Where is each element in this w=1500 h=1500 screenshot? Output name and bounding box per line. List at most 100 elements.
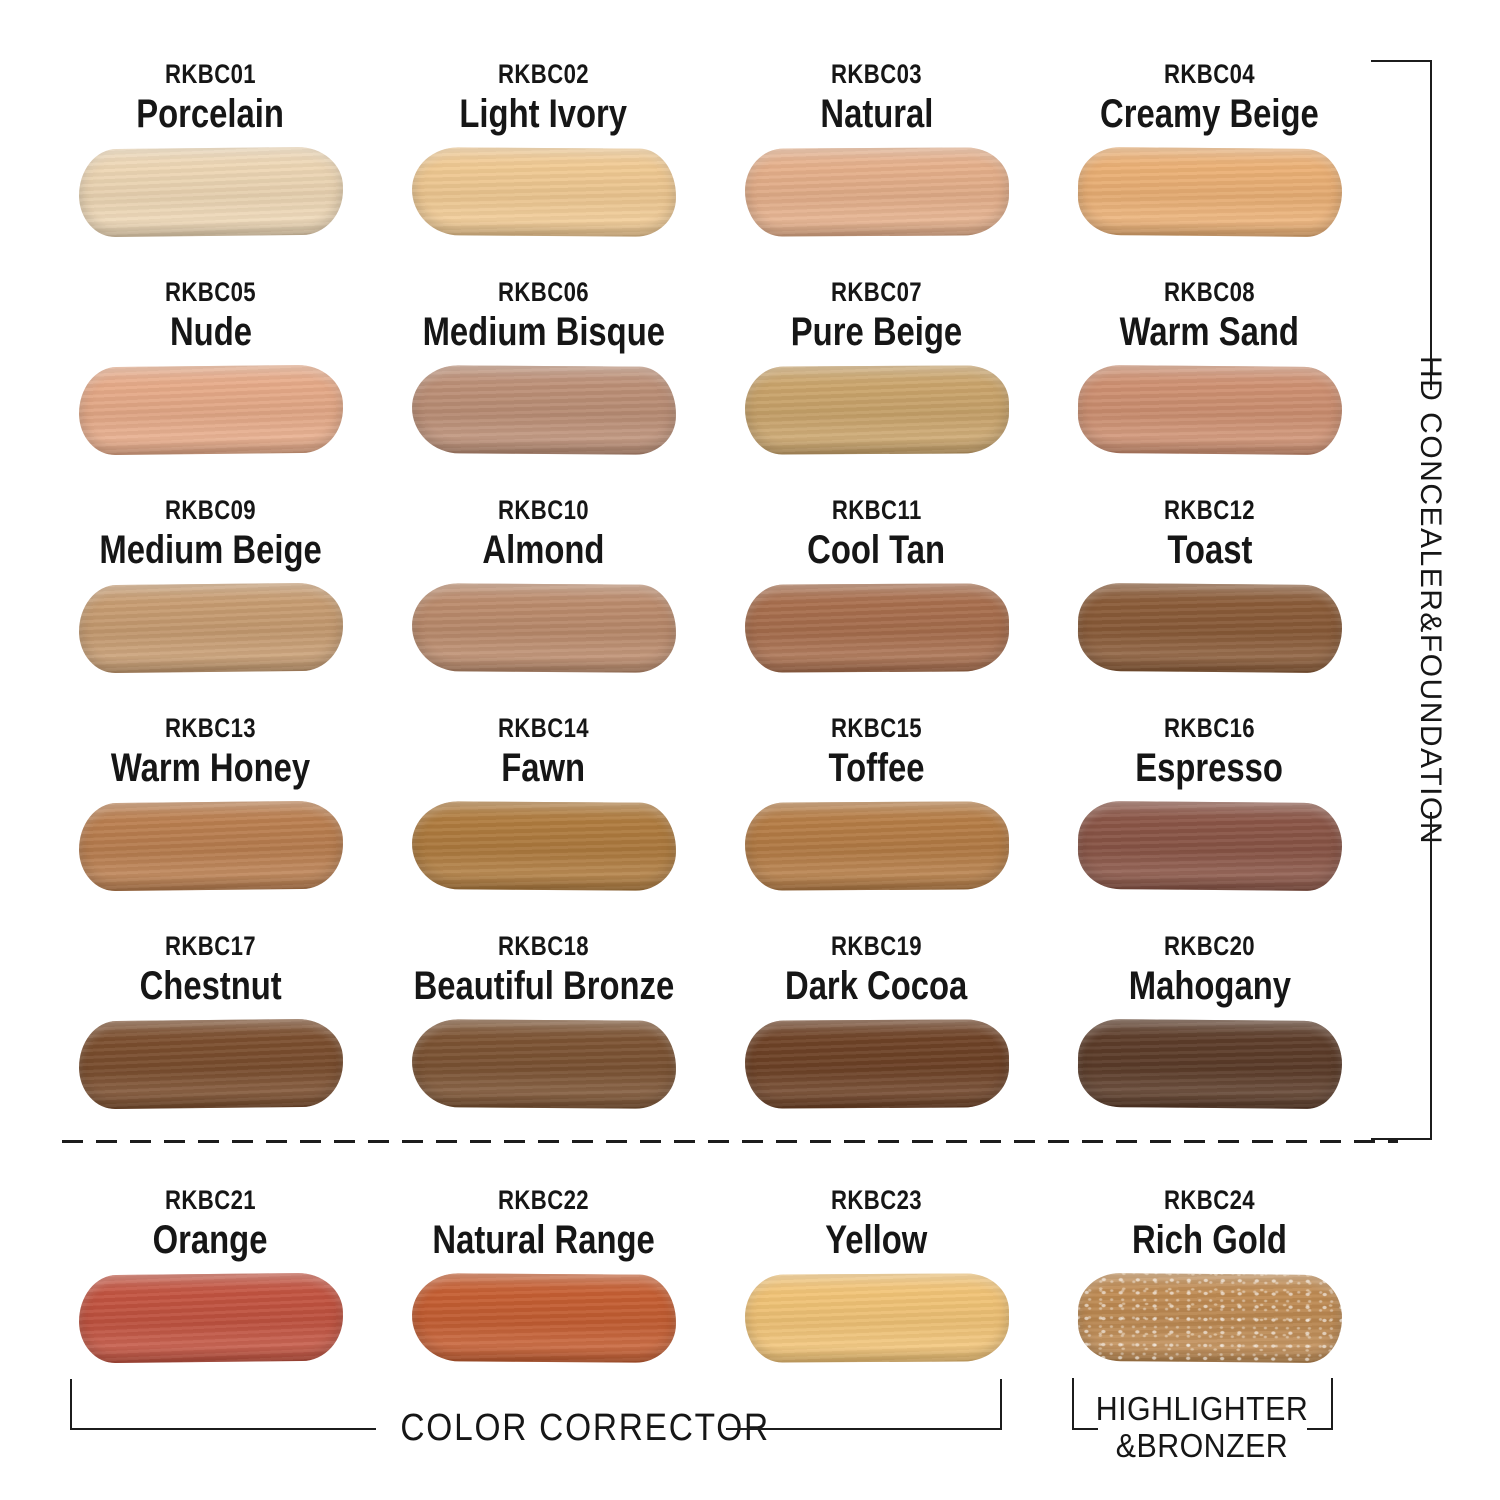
swatch-name: Mahogany	[1128, 964, 1291, 1008]
swatch-cell: RKBC20 Mahogany	[1043, 918, 1376, 1136]
swatch-code: RKBC22	[497, 1185, 590, 1215]
swatch	[411, 583, 676, 673]
bracket-right-upper-line	[1430, 60, 1432, 390]
swatch	[1077, 146, 1342, 238]
swatch-cell: RKBC01 Porcelain	[44, 46, 377, 264]
swatch-code: RKBC18	[497, 931, 590, 961]
swatch-cell: RKBC14 Fawn	[377, 700, 710, 918]
swatch	[411, 147, 676, 237]
swatch-cell: RKBC02 Light Ivory	[377, 46, 710, 264]
swatch-name: Warm Honey	[110, 746, 311, 790]
swatch-name: Natural Range	[432, 1218, 655, 1262]
swatch	[411, 1273, 676, 1363]
swatch-code: RKBC12	[1163, 495, 1256, 525]
swatch-cell: RKBC21 Orange	[44, 1172, 377, 1390]
swatch	[744, 801, 1009, 891]
swatch-name: Pure Beige	[790, 310, 963, 354]
group-label-highlighter-line2: &BRONZER	[1115, 1427, 1289, 1464]
swatch-cell: RKBC05 Nude	[44, 264, 377, 482]
swatch	[78, 800, 343, 892]
swatch-cell: RKBC04 Creamy Beige	[1043, 46, 1376, 264]
swatch	[1077, 582, 1342, 674]
bracket-highlighter-right-tick	[1331, 1378, 1333, 1430]
swatch-cell: RKBC24 Rich Gold	[1043, 1172, 1376, 1390]
swatch-cell: RKBC08 Warm Sand	[1043, 264, 1376, 482]
group-label-hd-concealer-foundation: HD CONCEALER&FOUNDATION	[1414, 355, 1447, 845]
swatch	[411, 1019, 676, 1109]
swatch-code: RKBC07	[830, 277, 923, 307]
swatch-code: RKBC08	[1163, 277, 1256, 307]
dashed-divider	[62, 1140, 1398, 1143]
swatch-name: Toffee	[828, 746, 925, 790]
swatch-cell: RKBC19 Dark Cocoa	[710, 918, 1043, 1136]
swatch-code: RKBC14	[497, 713, 590, 743]
group-label-highlighter-bronzer: HIGHLIGHTER &BRONZER	[1092, 1390, 1313, 1464]
bracket-right-bottom-tick	[1371, 1138, 1432, 1140]
swatch-cell: RKBC11 Cool Tan	[710, 482, 1043, 700]
swatch-code: RKBC19	[830, 931, 923, 961]
swatch-cell: RKBC12 Toast	[1043, 482, 1376, 700]
bracket-right-lower-line	[1430, 812, 1432, 1140]
swatch	[744, 1273, 1009, 1363]
swatch-cell: RKBC06 Medium Bisque	[377, 264, 710, 482]
bracket-right-top-tick	[1371, 60, 1432, 62]
swatch-code: RKBC17	[164, 931, 257, 961]
swatch-name: Creamy Beige	[1100, 92, 1319, 136]
swatch	[78, 364, 343, 456]
bracket-highlighter-left-tick	[1072, 1378, 1074, 1430]
swatch-code: RKBC16	[1163, 713, 1256, 743]
group-label-color-corrector: COLOR CORRECTOR	[400, 1407, 770, 1449]
swatch	[1077, 1018, 1342, 1110]
bracket-corrector-left-line	[70, 1428, 376, 1430]
swatch	[411, 365, 676, 455]
swatch	[78, 1018, 343, 1110]
swatch	[744, 583, 1009, 673]
bracket-highlighter-right-foot	[1307, 1428, 1333, 1430]
swatch-name: Beautiful Bronze	[413, 964, 674, 1008]
swatch-name: Nude	[169, 310, 252, 354]
swatch-cell: RKBC13 Warm Honey	[44, 700, 377, 918]
swatch-code: RKBC24	[1163, 1185, 1256, 1215]
swatch-name: Orange	[153, 1218, 268, 1262]
swatch	[78, 146, 343, 238]
swatch-cell: RKBC16 Espresso	[1043, 700, 1376, 918]
swatch-cell: RKBC22 Natural Range	[377, 1172, 710, 1390]
swatch-name: Porcelain	[136, 92, 285, 136]
swatch-name: Medium Beige	[99, 528, 322, 572]
swatch-cell: RKBC15 Toffee	[710, 700, 1043, 918]
swatch-name: Toast	[1166, 528, 1253, 572]
swatch-code: RKBC23	[830, 1185, 923, 1215]
swatch	[744, 365, 1009, 455]
swatch-cell: RKBC10 Almond	[377, 482, 710, 700]
swatch-code: RKBC15	[830, 713, 923, 743]
swatch-cell: RKBC18 Beautiful Bronze	[377, 918, 710, 1136]
swatch	[78, 1272, 343, 1364]
swatch-name: Light Ivory	[459, 92, 628, 136]
swatch-cell: RKBC17 Chestnut	[44, 918, 377, 1136]
swatch-grid-concealer-foundation: RKBC01 Porcelain RKBC02 Light Ivory RKBC…	[44, 46, 1376, 1136]
group-label-highlighter-line1: HIGHLIGHTER	[1095, 1390, 1309, 1427]
swatch-code: RKBC20	[1163, 931, 1256, 961]
bracket-highlighter-left-foot	[1072, 1428, 1098, 1430]
bracket-corrector-left-tick	[70, 1379, 72, 1430]
swatch	[1077, 800, 1342, 892]
swatch-name: Medium Bisque	[422, 310, 665, 354]
swatch-name: Espresso	[1135, 746, 1284, 790]
swatch	[1077, 1272, 1342, 1364]
swatch-name: Rich Gold	[1132, 1218, 1287, 1262]
swatch-code: RKBC04	[1163, 59, 1256, 89]
swatch	[78, 582, 343, 674]
swatch-name: Warm Sand	[1119, 310, 1300, 354]
swatch-name: Chestnut	[139, 964, 282, 1008]
swatch	[744, 147, 1009, 237]
swatch	[744, 1019, 1009, 1109]
swatch	[1077, 364, 1342, 456]
swatch-code: RKBC05	[164, 277, 257, 307]
swatch-code: RKBC10	[497, 495, 590, 525]
swatch-cell: RKBC03 Natural	[710, 46, 1043, 264]
swatch-name: Cool Tan	[807, 528, 946, 572]
bracket-corrector-right-line	[726, 1428, 1002, 1430]
swatch-code: RKBC09	[164, 495, 257, 525]
swatch-code: RKBC06	[497, 277, 590, 307]
